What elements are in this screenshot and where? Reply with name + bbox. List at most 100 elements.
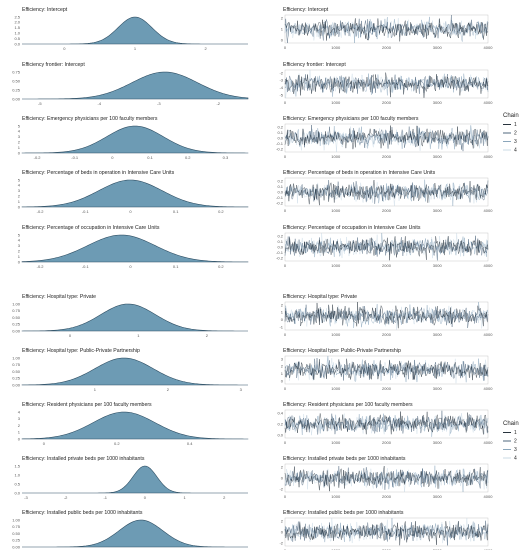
y-tick-label: 2 [18, 194, 21, 199]
x-tick-label: -0.2 [37, 209, 45, 214]
trace-chain-3 [284, 16, 489, 44]
y-tick-label: 0.50 [12, 78, 21, 83]
y-tick-label: 0.5 [14, 36, 20, 41]
legend-label: 1 [514, 122, 517, 128]
y-tick-label: 1.0 [14, 31, 20, 36]
panel-title: Efficiency: Intercept [22, 7, 68, 13]
trace-panel: Efficiency: Resident physicians per 100 … [277, 402, 493, 445]
y-tick-label: 4 [18, 238, 21, 243]
x-tick-label: 0 [284, 154, 287, 159]
trace-chain-1 [284, 411, 489, 435]
y-tick-label: 0.1 [277, 239, 283, 244]
y-tick-label: -2 [279, 540, 283, 545]
y-tick-label: 2.5 [14, 14, 20, 19]
y-tick-label: 0.5 [14, 481, 20, 486]
x-tick-label: 1000 [331, 494, 341, 499]
x-tick-label: 2 [206, 333, 209, 338]
x-tick-label: 1000 [331, 154, 341, 159]
legend-label: 2 [514, 131, 517, 137]
x-tick-label: -0.1 [82, 209, 90, 214]
x-tick-label: 1000 [331, 440, 341, 445]
panel-title: Efficiency frontier: Intercept [283, 62, 346, 68]
x-tick-label: 4000 [484, 154, 494, 159]
density-panel: Efficiency frontier: Intercept 0.00 0.25 0.… [12, 62, 249, 106]
x-tick-label: 1000 [331, 386, 341, 391]
y-tick-label: 0.4 [277, 410, 283, 415]
y-tick-label: 0.75 [12, 362, 21, 367]
x-tick-label: 0 [284, 100, 287, 105]
panel-title: Efficiency: Percentage of occupation in … [283, 225, 421, 231]
y-tick-label: 0.2 [277, 124, 283, 129]
density-panel: Efficiency: Installed private beds per 1… [14, 456, 248, 500]
y-tick-label: 1 [18, 254, 21, 259]
density-panel: Efficiency: Hospital type: Private0.000.… [12, 294, 248, 338]
panel-title: Efficiency: Hospital type: Private [283, 294, 357, 300]
trace-frame [284, 177, 489, 207]
y-tick-label: 0.2 [277, 421, 283, 426]
x-tick-label: 4000 [484, 263, 494, 268]
density-panel: Efficiency: Installed public beds per 10… [12, 510, 248, 550]
legend-title: Chain [503, 113, 519, 119]
y-tick-label: 1 [281, 371, 284, 376]
legend-title: Chain [503, 421, 519, 427]
x-tick-label: -3 [157, 101, 161, 106]
y-tick-label: 0.00 [12, 96, 21, 101]
trace-panel: Efficiency: Emergency physicians per 100… [276, 116, 493, 159]
x-tick-label: 2000 [382, 332, 392, 337]
y-tick-label: 2 [281, 15, 284, 20]
x-tick-label: 1000 [331, 45, 341, 50]
density-curve [21, 234, 249, 263]
x-tick-label: 3000 [433, 440, 443, 445]
y-tick-label: 0.0 [277, 135, 283, 140]
y-tick-label: 0 [18, 150, 21, 155]
trace-panel: Efficiency: Hospital type: Private-10120… [279, 294, 493, 337]
x-tick-label: -0.1 [82, 264, 90, 269]
x-tick-label: 0 [129, 264, 132, 269]
y-tick-label: 0.1 [277, 130, 283, 135]
y-tick-label: 3 [18, 188, 21, 193]
panel-title: Efficiency: Installed public beds per 10… [283, 510, 404, 516]
x-tick-label: 0.2 [185, 155, 191, 160]
x-tick-label: 0 [43, 441, 46, 446]
trace-chain-1 [284, 466, 489, 492]
y-tick-label: 5 [18, 123, 21, 128]
density-curve [22, 465, 248, 494]
x-tick-label: 0 [284, 548, 287, 550]
panel-title: Efficiency: Intercept [283, 7, 329, 13]
chain-legend: Chain 1 2 3 4 [503, 421, 519, 462]
panel-title: Efficiency: Installed private beds per 1… [283, 456, 406, 462]
x-tick-label: 3 [240, 387, 243, 392]
density-panel: Efficiency: Emergency physicians per 100… [18, 116, 249, 160]
y-tick-label: -0.1 [276, 250, 284, 255]
trace-panel: Efficiency: Percentage of beds in operat… [276, 170, 493, 213]
y-tick-label: -0.2 [276, 146, 284, 151]
x-tick-label: 3000 [433, 45, 443, 50]
x-tick-label: 0.2 [218, 264, 224, 269]
x-tick-label: 3000 [433, 208, 443, 213]
x-tick-label: 2 [205, 46, 208, 51]
trace-chain-1 [284, 358, 489, 381]
chain-legend: Chain 1 2 3 4 [503, 113, 519, 154]
y-tick-label: 1.00 [12, 301, 21, 306]
panel-title: Efficiency: Hospital type: Public-Privat… [283, 348, 401, 354]
x-tick-label: 0.2 [114, 441, 120, 446]
y-tick-label: 0 [281, 378, 284, 383]
y-tick-label: 0.0 [277, 244, 283, 249]
y-tick-label: 0.0 [14, 490, 20, 495]
x-tick-label: 3000 [433, 263, 443, 268]
y-tick-label: 0.2 [277, 178, 283, 183]
y-tick-label: 0.75 [12, 524, 21, 529]
y-tick-label: 1.00 [12, 517, 21, 522]
panel-title: Efficiency: Percentage of occupation in … [22, 225, 160, 231]
density-curve [21, 179, 249, 208]
trace-chain-4 [284, 232, 489, 261]
x-tick-label: 0 [63, 46, 66, 51]
panel-title: Efficiency: Installed public beds per 10… [22, 510, 143, 516]
x-tick-label: 1000 [331, 263, 341, 268]
y-tick-label: 3 [281, 356, 284, 361]
y-tick-label: 0.0 [277, 432, 283, 437]
y-tick-label: 0 [18, 259, 21, 264]
x-tick-label: 1 [94, 387, 97, 392]
trace-frame [284, 517, 489, 547]
trace-frame [284, 463, 489, 493]
